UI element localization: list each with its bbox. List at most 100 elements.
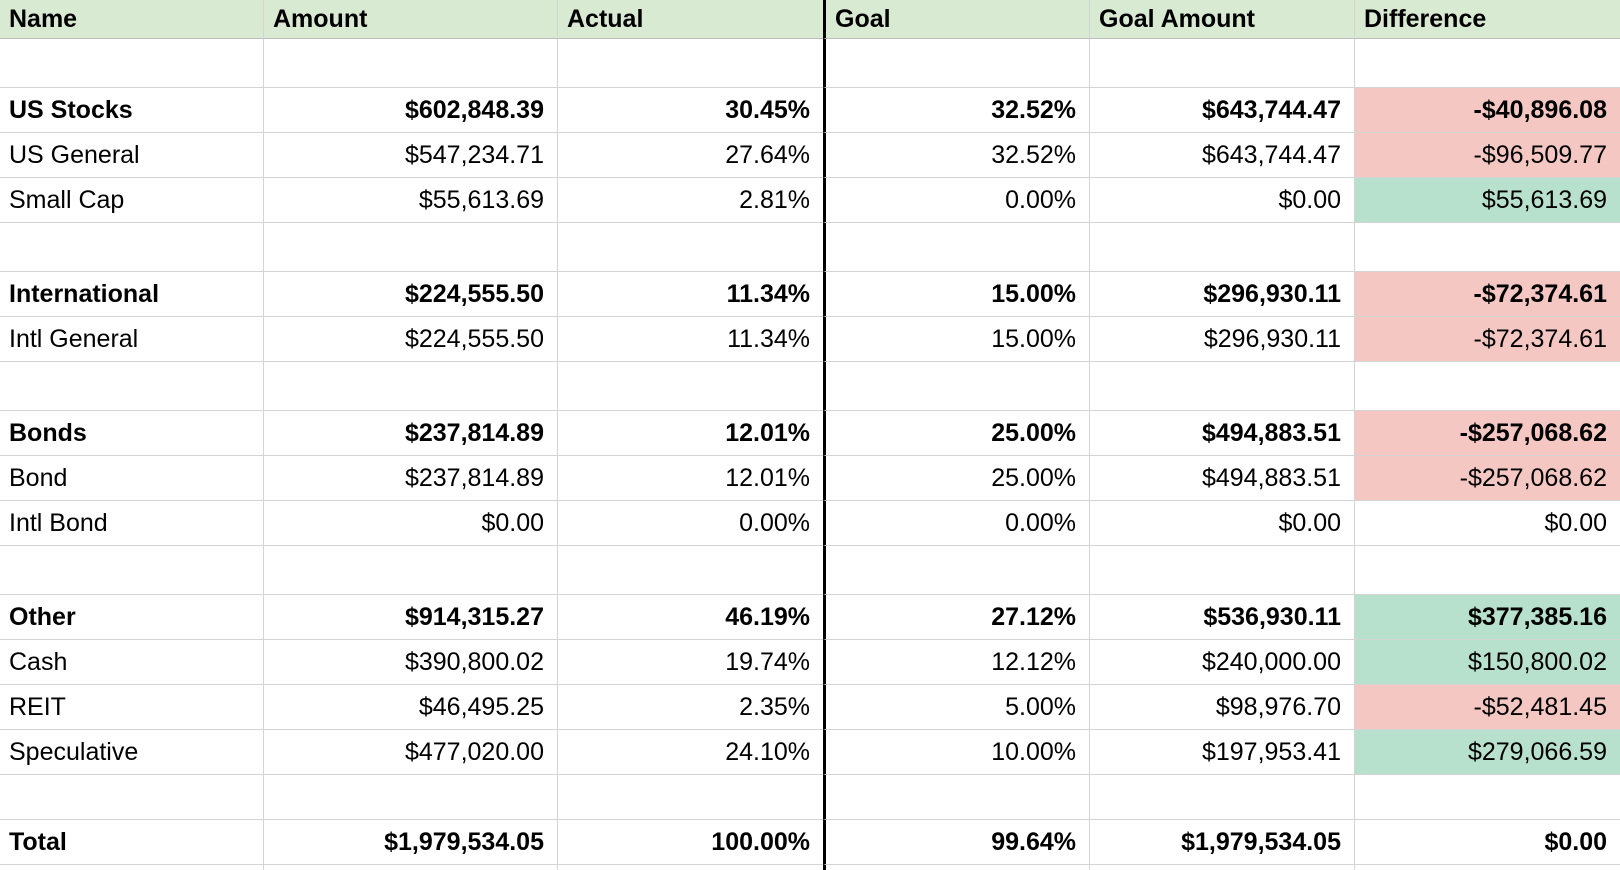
empty-cell-amount[interactable] <box>264 865 558 870</box>
empty-cell-goal_amount[interactable] <box>1090 39 1355 88</box>
cell-name[interactable]: Bonds <box>0 411 264 456</box>
cell-goal[interactable]: 0.00% <box>823 178 1090 223</box>
empty-cell-goal[interactable] <box>823 39 1090 88</box>
empty-cell-goal[interactable] <box>823 362 1090 411</box>
empty-cell-goal_amount[interactable] <box>1090 546 1355 595</box>
cell-amount[interactable]: $55,613.69 <box>264 178 558 223</box>
cell-difference[interactable]: $150,800.02 <box>1355 640 1620 685</box>
empty-cell-difference[interactable] <box>1355 39 1620 88</box>
cell-goal[interactable]: 99.64% <box>823 820 1090 865</box>
cell-name[interactable]: Cash <box>0 640 264 685</box>
column-header-actual[interactable]: Actual <box>558 0 823 39</box>
empty-cell-difference[interactable] <box>1355 865 1620 870</box>
cell-amount[interactable]: $602,848.39 <box>264 88 558 133</box>
empty-cell-goal_amount[interactable] <box>1090 362 1355 411</box>
empty-cell-difference[interactable] <box>1355 362 1620 411</box>
cell-name[interactable]: Bond <box>0 456 264 501</box>
empty-cell-goal_amount[interactable] <box>1090 775 1355 820</box>
cell-goal_amount[interactable]: $0.00 <box>1090 178 1355 223</box>
empty-cell-actual[interactable] <box>558 546 823 595</box>
cell-goal[interactable]: 0.00% <box>823 501 1090 546</box>
cell-actual[interactable]: 46.19% <box>558 595 823 640</box>
cell-amount[interactable]: $224,555.50 <box>264 317 558 362</box>
cell-actual[interactable]: 19.74% <box>558 640 823 685</box>
cell-goal_amount[interactable]: $98,976.70 <box>1090 685 1355 730</box>
cell-difference[interactable]: -$257,068.62 <box>1355 411 1620 456</box>
cell-name[interactable]: US General <box>0 133 264 178</box>
empty-cell-difference[interactable] <box>1355 546 1620 595</box>
cell-name[interactable]: Intl Bond <box>0 501 264 546</box>
cell-goal_amount[interactable]: $240,000.00 <box>1090 640 1355 685</box>
cell-amount[interactable]: $914,315.27 <box>264 595 558 640</box>
cell-difference[interactable]: $0.00 <box>1355 501 1620 546</box>
empty-cell-goal[interactable] <box>823 546 1090 595</box>
cell-actual[interactable]: 2.81% <box>558 178 823 223</box>
cell-difference[interactable]: -$40,896.08 <box>1355 88 1620 133</box>
cell-amount[interactable]: $46,495.25 <box>264 685 558 730</box>
cell-name[interactable]: REIT <box>0 685 264 730</box>
cell-goal[interactable]: 12.12% <box>823 640 1090 685</box>
empty-cell-name[interactable] <box>0 39 264 88</box>
cell-amount[interactable]: $237,814.89 <box>264 411 558 456</box>
empty-cell-actual[interactable] <box>558 865 823 870</box>
empty-cell-goal_amount[interactable] <box>1090 865 1355 870</box>
empty-cell-name[interactable] <box>0 775 264 820</box>
empty-cell-name[interactable] <box>0 546 264 595</box>
empty-cell-amount[interactable] <box>264 39 558 88</box>
cell-goal_amount[interactable]: $536,930.11 <box>1090 595 1355 640</box>
cell-difference[interactable]: -$72,374.61 <box>1355 272 1620 317</box>
empty-cell-name[interactable] <box>0 223 264 272</box>
cell-name[interactable]: International <box>0 272 264 317</box>
empty-cell-amount[interactable] <box>264 362 558 411</box>
cell-amount[interactable]: $390,800.02 <box>264 640 558 685</box>
cell-difference[interactable]: $279,066.59 <box>1355 730 1620 775</box>
cell-goal[interactable]: 10.00% <box>823 730 1090 775</box>
cell-goal_amount[interactable]: $643,744.47 <box>1090 88 1355 133</box>
cell-name[interactable]: Total <box>0 820 264 865</box>
cell-amount[interactable]: $224,555.50 <box>264 272 558 317</box>
cell-actual[interactable]: 12.01% <box>558 456 823 501</box>
cell-goal_amount[interactable]: $197,953.41 <box>1090 730 1355 775</box>
cell-amount[interactable]: $1,979,534.05 <box>264 820 558 865</box>
cell-amount[interactable]: $477,020.00 <box>264 730 558 775</box>
cell-actual[interactable]: 11.34% <box>558 272 823 317</box>
column-header-goal[interactable]: Goal <box>823 0 1090 39</box>
cell-goal[interactable]: 5.00% <box>823 685 1090 730</box>
empty-cell-goal[interactable] <box>823 865 1090 870</box>
cell-goal_amount[interactable]: $296,930.11 <box>1090 272 1355 317</box>
cell-goal_amount[interactable]: $0.00 <box>1090 501 1355 546</box>
cell-goal[interactable]: 15.00% <box>823 317 1090 362</box>
cell-actual[interactable]: 11.34% <box>558 317 823 362</box>
cell-actual[interactable]: 24.10% <box>558 730 823 775</box>
empty-cell-name[interactable] <box>0 865 264 870</box>
column-header-difference[interactable]: Difference <box>1355 0 1620 39</box>
column-header-goal_amount[interactable]: Goal Amount <box>1090 0 1355 39</box>
cell-amount[interactable]: $547,234.71 <box>264 133 558 178</box>
cell-name[interactable]: US Stocks <box>0 88 264 133</box>
empty-cell-amount[interactable] <box>264 546 558 595</box>
cell-name[interactable]: Speculative <box>0 730 264 775</box>
cell-goal[interactable]: 32.52% <box>823 133 1090 178</box>
empty-cell-goal_amount[interactable] <box>1090 223 1355 272</box>
column-header-name[interactable]: Name <box>0 0 264 39</box>
empty-cell-name[interactable] <box>0 362 264 411</box>
empty-cell-difference[interactable] <box>1355 223 1620 272</box>
empty-cell-amount[interactable] <box>264 223 558 272</box>
cell-actual[interactable]: 2.35% <box>558 685 823 730</box>
cell-actual[interactable]: 0.00% <box>558 501 823 546</box>
cell-goal_amount[interactable]: $296,930.11 <box>1090 317 1355 362</box>
cell-difference[interactable]: -$96,509.77 <box>1355 133 1620 178</box>
cell-name[interactable]: Other <box>0 595 264 640</box>
empty-cell-goal[interactable] <box>823 223 1090 272</box>
column-header-amount[interactable]: Amount <box>264 0 558 39</box>
cell-goal[interactable]: 25.00% <box>823 456 1090 501</box>
cell-difference[interactable]: -$72,374.61 <box>1355 317 1620 362</box>
cell-difference[interactable]: -$52,481.45 <box>1355 685 1620 730</box>
cell-actual[interactable]: 27.64% <box>558 133 823 178</box>
empty-cell-actual[interactable] <box>558 362 823 411</box>
cell-goal_amount[interactable]: $643,744.47 <box>1090 133 1355 178</box>
cell-goal[interactable]: 27.12% <box>823 595 1090 640</box>
cell-name[interactable]: Small Cap <box>0 178 264 223</box>
cell-goal_amount[interactable]: $494,883.51 <box>1090 411 1355 456</box>
cell-amount[interactable]: $0.00 <box>264 501 558 546</box>
